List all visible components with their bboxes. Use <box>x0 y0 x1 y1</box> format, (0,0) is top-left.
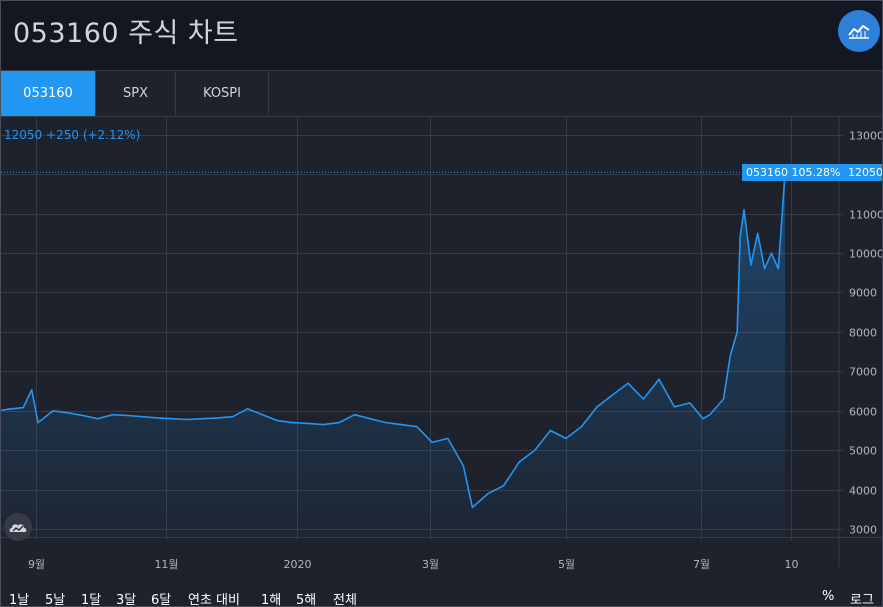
range-5y-button[interactable]: 5해 <box>296 593 317 607</box>
y-tick-label: 11000 <box>849 209 882 222</box>
quote-last: 12050 <box>4 128 43 142</box>
range-1m-button[interactable]: 1달 <box>81 593 102 607</box>
range-3m-button[interactable]: 3달 <box>116 593 137 607</box>
quote-readout: 12050 +250 (+2.12%) <box>4 128 140 142</box>
range-1y-button[interactable]: 1해 <box>261 593 282 607</box>
percent-scale-button[interactable]: % <box>822 589 835 604</box>
y-tick-label: 5000 <box>849 445 877 458</box>
x-tick-label: 11월 <box>154 558 178 571</box>
y-tick-label: 3000 <box>849 524 877 537</box>
x-tick-label: 5월 <box>558 558 575 571</box>
y-tick-label: 6000 <box>849 406 877 419</box>
y-tick-label: 10000 <box>849 248 882 261</box>
x-tick-label: 9월 <box>28 558 45 571</box>
x-tick-label: 7월 <box>693 558 710 571</box>
page-title: 053160 주식 차트 <box>13 18 239 49</box>
y-tick-label: 8000 <box>849 327 877 340</box>
tab-053160[interactable]: 053160 <box>1 71 96 116</box>
header-bar: 053160 주식 차트 <box>1 1 882 71</box>
price-last-badge: 12050 <box>844 164 882 182</box>
quote-change-pct: (+2.12%) <box>82 128 141 142</box>
tab-kospi[interactable]: KOSPI <box>176 71 269 116</box>
x-tick-label: 2020 <box>284 558 312 571</box>
series-line <box>1 172 786 509</box>
y-tick-label: 9000 <box>849 287 877 300</box>
series-last-badge: 053160 105.28% <box>742 164 845 182</box>
range-5d-button[interactable]: 5날 <box>45 593 66 607</box>
time-axis[interactable]: 9월 11월 2020 3월 5월 7월 10 <box>1 537 882 571</box>
chart-type-button[interactable] <box>838 10 880 52</box>
range-1d-button[interactable]: 1날 <box>9 593 30 607</box>
range-all-button[interactable]: 전체 <box>333 593 357 607</box>
quote-change: +250 <box>46 128 79 142</box>
price-axis[interactable]: 3000 4000 5000 6000 7000 8000 9000 10000 11000 12… <box>838 117 882 567</box>
symbol-tabs: 053160 SPX KOSPI <box>1 71 882 117</box>
y-tick-label: 4000 <box>849 485 877 498</box>
tradingview-logo-icon[interactable] <box>4 513 32 541</box>
range-bar: 1날 5날 1달 3달 6달 연초 대비 1해 5해 전체 % 로그 <box>1 587 882 607</box>
range-6m-button[interactable]: 6달 <box>151 593 172 607</box>
log-scale-button[interactable]: 로그 <box>850 593 874 607</box>
price-chart[interactable]: 3000 4000 5000 6000 7000 8000 9000 10000 11000 12… <box>1 117 882 587</box>
line-chart-icon <box>848 25 870 39</box>
y-tick-label: 13000 <box>849 130 882 143</box>
x-tick-label: 10 <box>785 558 799 571</box>
y-tick-label: 7000 <box>849 366 877 379</box>
range-ytd-button[interactable]: 연초 대비 <box>188 593 240 607</box>
x-tick-label: 3월 <box>422 558 439 571</box>
series-area <box>1 172 786 537</box>
tab-spx[interactable]: SPX <box>96 71 176 116</box>
